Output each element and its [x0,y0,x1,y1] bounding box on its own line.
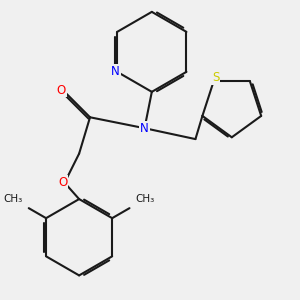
Text: CH₃: CH₃ [3,194,22,204]
Text: S: S [212,71,219,84]
Text: N: N [140,122,149,135]
Text: CH₃: CH₃ [136,194,155,204]
Text: O: O [58,176,68,189]
Text: O: O [56,83,66,97]
Text: N: N [111,65,120,78]
